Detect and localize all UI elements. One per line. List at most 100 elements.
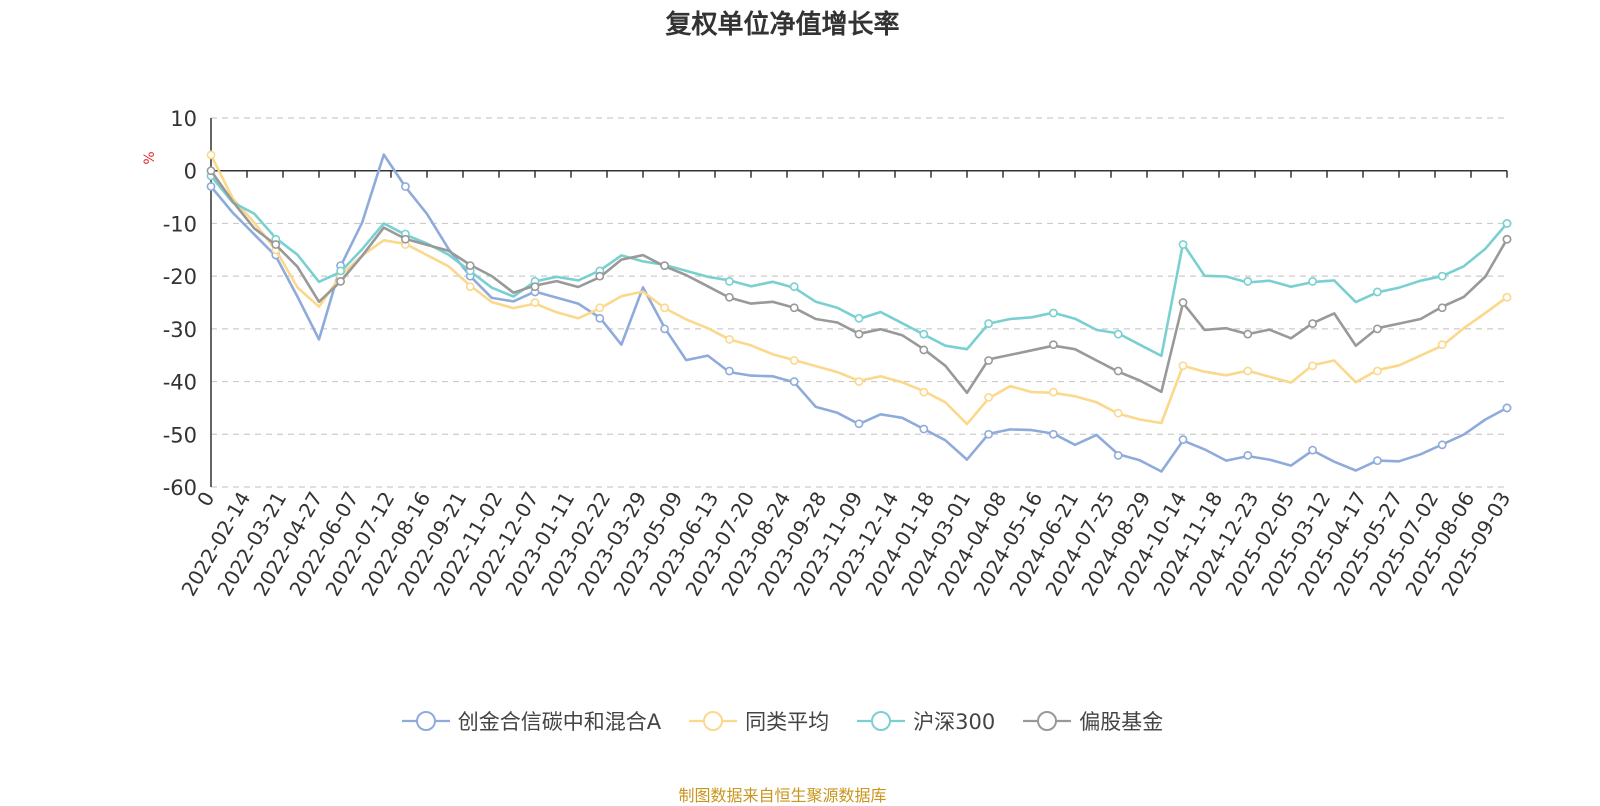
data-point bbox=[1373, 287, 1382, 297]
data-point bbox=[1178, 435, 1188, 444]
data-point bbox=[336, 266, 345, 276]
data-point bbox=[1243, 450, 1253, 460]
data-point bbox=[465, 282, 475, 292]
data-point bbox=[854, 377, 864, 386]
data-point bbox=[1049, 308, 1058, 318]
data-point bbox=[271, 240, 281, 249]
data-point bbox=[789, 356, 799, 365]
data-point bbox=[1049, 429, 1058, 439]
data-point bbox=[1437, 303, 1447, 313]
y-tick-labels: 10 0 -10 -20 -30 -40 -50 -60 bbox=[163, 107, 197, 500]
data-point bbox=[1178, 298, 1188, 307]
axes bbox=[210, 118, 1508, 487]
legend-label: 沪深300 bbox=[913, 710, 996, 734]
legend-line-icon bbox=[857, 711, 906, 731]
data-point bbox=[789, 303, 799, 313]
data-point bbox=[1437, 440, 1447, 450]
y-tick-label: -10 bbox=[163, 212, 197, 236]
data-point bbox=[984, 319, 993, 328]
legend-line-icon bbox=[689, 711, 738, 731]
data-point bbox=[1243, 366, 1253, 376]
series-lines bbox=[206, 150, 1512, 473]
chart-title: 复权单位净值增长率 bbox=[665, 10, 900, 40]
data-point bbox=[595, 313, 605, 323]
data-point bbox=[854, 419, 864, 429]
data-point bbox=[1308, 319, 1317, 328]
data-point bbox=[1502, 219, 1512, 228]
data-point bbox=[1178, 240, 1188, 249]
data-point bbox=[1308, 277, 1317, 286]
data-point bbox=[1113, 450, 1123, 460]
data-point bbox=[1502, 234, 1512, 244]
legend-line-icon bbox=[401, 711, 450, 731]
data-point bbox=[660, 324, 669, 334]
data-point bbox=[595, 303, 605, 313]
data-point bbox=[1113, 408, 1123, 418]
line-chart: 10 0 -10 -20 -30 -40 -50 -60 02022-02-142022-03… bbox=[142, 107, 1515, 601]
data-point bbox=[660, 303, 669, 313]
y-tick-label: 10 bbox=[170, 107, 197, 131]
data-point bbox=[1437, 271, 1447, 281]
legend-label: 创金合信碳中和混合A bbox=[457, 710, 662, 734]
data-point bbox=[206, 150, 216, 160]
data-point bbox=[530, 298, 540, 307]
data-point bbox=[1502, 292, 1512, 302]
legend-line-icon bbox=[1023, 711, 1072, 731]
data-point bbox=[660, 261, 669, 270]
y-tick-label: -50 bbox=[163, 423, 197, 447]
y-tick-label: -40 bbox=[163, 371, 197, 395]
data-point bbox=[400, 234, 410, 244]
data-point bbox=[1308, 445, 1317, 455]
data-point bbox=[725, 292, 734, 302]
data-point bbox=[789, 377, 799, 386]
data-point bbox=[1373, 366, 1382, 376]
data-point bbox=[725, 277, 734, 286]
y-tick-label: -30 bbox=[163, 318, 197, 342]
data-point bbox=[1113, 366, 1123, 376]
data-point bbox=[725, 334, 734, 344]
y-tick-label: 0 bbox=[184, 160, 197, 184]
data-point bbox=[984, 429, 993, 439]
data-point bbox=[336, 277, 345, 286]
data-point bbox=[725, 366, 734, 376]
data-point bbox=[1308, 361, 1317, 371]
data-point bbox=[206, 166, 216, 176]
source-note: 制图数据来自恒生聚源数据库 bbox=[678, 786, 887, 805]
legend-item[interactable]: 沪深300 bbox=[857, 706, 995, 736]
y-axis-label: % bbox=[142, 151, 158, 164]
data-point bbox=[1373, 324, 1382, 334]
data-point bbox=[1243, 329, 1253, 339]
y-tick-label: -20 bbox=[163, 265, 197, 289]
x-tick-labels: 02022-02-142022-03-212022-04-272022-06-0… bbox=[176, 488, 1515, 601]
data-point bbox=[789, 282, 799, 292]
data-point bbox=[595, 271, 605, 281]
legend-label: 偏股基金 bbox=[1079, 710, 1164, 734]
x-tick-label: 0 bbox=[192, 488, 219, 511]
legend-label: 同类平均 bbox=[745, 710, 830, 734]
data-point bbox=[530, 282, 540, 292]
data-point bbox=[1437, 340, 1447, 350]
legend-item[interactable]: 创金合信碳中和混合A bbox=[401, 706, 662, 736]
data-point bbox=[1373, 456, 1382, 466]
legend: 创金合信碳中和混合A 同类平均 沪深300 偏股基金 bbox=[0, 706, 1565, 736]
data-point bbox=[919, 329, 929, 339]
data-point bbox=[984, 392, 993, 402]
data-point bbox=[854, 329, 864, 339]
data-point bbox=[206, 182, 216, 191]
y-tick-label: -60 bbox=[163, 476, 197, 500]
data-point bbox=[919, 424, 929, 434]
data-point bbox=[854, 313, 864, 323]
data-point bbox=[1502, 403, 1512, 413]
data-point bbox=[919, 345, 929, 355]
data-point bbox=[984, 356, 993, 365]
data-point bbox=[1243, 277, 1253, 286]
legend-item[interactable]: 偏股基金 bbox=[1023, 706, 1163, 736]
legend-item[interactable]: 同类平均 bbox=[689, 706, 829, 736]
data-point bbox=[1049, 340, 1058, 350]
data-point bbox=[1113, 329, 1123, 339]
data-point bbox=[400, 182, 410, 191]
data-point bbox=[465, 261, 475, 270]
data-point bbox=[1178, 361, 1188, 371]
data-point bbox=[919, 387, 929, 397]
data-point bbox=[1049, 387, 1058, 397]
